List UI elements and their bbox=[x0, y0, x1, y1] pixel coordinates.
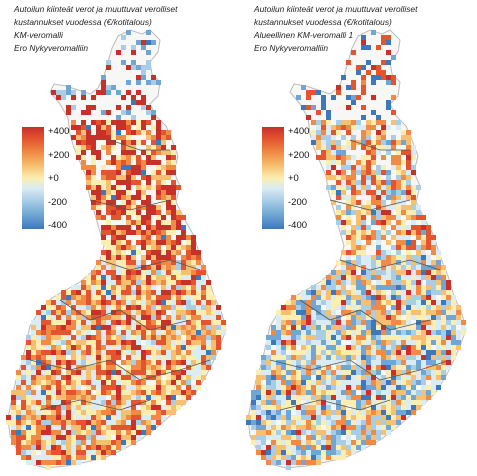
region-boundary bbox=[89, 199, 171, 211]
caption-line-1: Autoilun kiinteät verot ja muuttuvat ver… bbox=[14, 4, 178, 14]
legend-label-plus-200: +200 bbox=[288, 150, 310, 161]
region-boundary bbox=[59, 299, 191, 331]
legend-label-plus-200: +200 bbox=[48, 150, 70, 161]
color-legend: +400 +200 +0 -200 -400 bbox=[22, 126, 82, 231]
map-caption: Autoilun kiinteät verot ja muuttuvat ver… bbox=[14, 3, 244, 55]
region-boundary bbox=[349, 139, 410, 151]
finland-choropleth-map bbox=[246, 29, 467, 470]
legend-label-minus-200: -200 bbox=[48, 197, 68, 208]
legend-label-zero: +0 bbox=[288, 173, 299, 184]
color-legend: +400 +200 +0 -200 -400 bbox=[262, 126, 322, 231]
legend-label-plus-400: +400 bbox=[288, 126, 310, 137]
region-boundary bbox=[29, 359, 211, 381]
caption-line-1: Autoilun kiinteät verot ja muuttuvat ver… bbox=[254, 4, 418, 14]
caption-line-4: Ero Nykyveromalliin bbox=[14, 43, 88, 53]
map-panel-km-veromalli: Autoilun kiinteät verot ja muuttuvat ver… bbox=[0, 0, 238, 476]
region-boundary bbox=[269, 359, 451, 381]
map-panel-alueellinen-km-veromalli-1: Autoilun kiinteät verot ja muuttuvat ver… bbox=[240, 0, 477, 476]
legend-label-minus-200: -200 bbox=[288, 197, 308, 208]
region-boundary bbox=[109, 139, 170, 151]
caption-line-3: Alueellinen KM-veromalli 1 bbox=[254, 30, 354, 40]
map-caption: Autoilun kiinteät verot ja muuttuvat ver… bbox=[254, 3, 477, 55]
region-boundary bbox=[279, 399, 391, 411]
municipality-cells bbox=[6, 30, 226, 470]
caption-line-4: Ero Nykyveromalliin bbox=[254, 43, 328, 53]
legend-label-minus-400: -400 bbox=[288, 220, 308, 231]
legend-label-plus-400: +400 bbox=[48, 126, 70, 137]
region-boundary bbox=[99, 259, 201, 271]
region-boundary bbox=[299, 299, 431, 331]
legend-label-minus-400: -400 bbox=[48, 220, 68, 231]
caption-line-2: kustannukset vuodessa (€/kotitalous) bbox=[254, 17, 392, 27]
caption-line-3: KM-veromalli bbox=[14, 30, 63, 40]
legend-color-bar bbox=[262, 127, 284, 229]
municipality-cells bbox=[246, 30, 466, 470]
region-boundary bbox=[39, 399, 151, 411]
caption-line-2: kustannukset vuodessa (€/kotitalous) bbox=[14, 17, 152, 27]
legend-label-zero: +0 bbox=[48, 173, 59, 184]
legend-color-bar bbox=[22, 127, 44, 229]
finland-choropleth-map bbox=[6, 29, 227, 470]
region-boundary bbox=[329, 199, 411, 211]
region-boundary bbox=[339, 259, 441, 271]
